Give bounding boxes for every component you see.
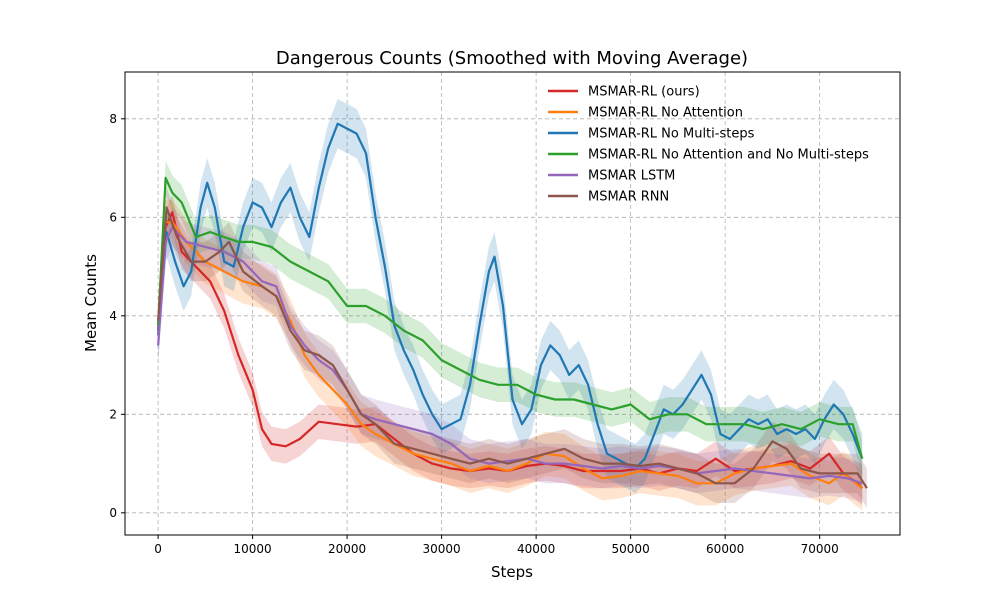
x-tick-label: 60000 bbox=[706, 542, 744, 556]
legend-label-1: MSMAR-RL (ours) bbox=[588, 85, 700, 100]
legend-label-6: MSMAR RNN bbox=[588, 190, 669, 205]
x-tick-label: 0 bbox=[154, 542, 162, 556]
y-axis-label: Mean Counts bbox=[82, 254, 100, 352]
series-lines bbox=[157, 122, 868, 490]
series-line-3 bbox=[157, 122, 864, 470]
legend: MSMAR-RL (ours) MSMAR-RL No Attention MSMA… bbox=[548, 85, 869, 205]
x-tick-label: 20000 bbox=[328, 542, 366, 556]
y-tick-label: 6 bbox=[109, 210, 117, 224]
y-tick-label: 0 bbox=[109, 506, 117, 520]
series-band-2 bbox=[158, 200, 863, 511]
series-line-6 bbox=[157, 206, 868, 489]
y-tick-label: 4 bbox=[109, 309, 117, 323]
y-tick-label: 2 bbox=[109, 407, 117, 421]
legend-label-2: MSMAR-RL No Attention bbox=[588, 106, 743, 121]
x-tick-label: 70000 bbox=[801, 542, 839, 556]
legend-label-5: MSMAR LSTM bbox=[588, 169, 675, 184]
y-tick-label: 8 bbox=[109, 112, 117, 126]
series-line-4 bbox=[157, 176, 864, 459]
chart-title: Dangerous Counts (Smoothed with Moving A… bbox=[276, 48, 748, 69]
grid-lines bbox=[125, 72, 900, 535]
series-line-2 bbox=[157, 221, 863, 490]
legend-label-4: MSMAR-RL No Attention and No Multi-steps bbox=[588, 148, 869, 163]
y-axis: 0 2 4 6 8 bbox=[109, 112, 125, 520]
plot-frame bbox=[124, 71, 901, 536]
series-band-3 bbox=[158, 99, 863, 494]
x-axis: 0 10000 20000 30000 40000 50000 60000 70000 bbox=[154, 535, 839, 556]
x-tick-label: 10000 bbox=[233, 542, 271, 556]
legend-label-3: MSMAR-RL No Multi-steps bbox=[588, 127, 755, 142]
x-tick-label: 50000 bbox=[612, 542, 650, 556]
x-tick-label: 40000 bbox=[517, 542, 555, 556]
series-band-5 bbox=[158, 207, 863, 503]
x-tick-label: 30000 bbox=[423, 542, 461, 556]
series-band-1 bbox=[158, 195, 863, 506]
x-axis-label: Steps bbox=[491, 563, 533, 581]
